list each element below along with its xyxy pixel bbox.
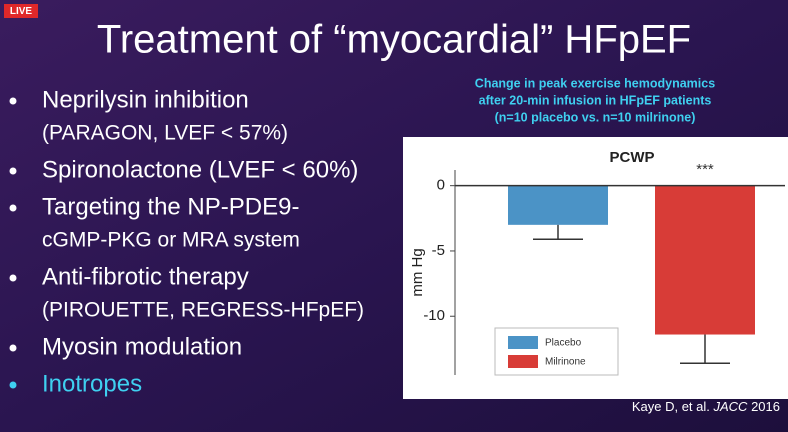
slide-title: Treatment of “myocardial” HFpEF [97,18,691,62]
y-tick-label: -10 [423,307,445,324]
bullet-text: (PARAGON, LVEF < 57%) [42,122,288,145]
bullet-text: Anti-fibrotic therapy [42,263,249,290]
legend-label: Milrinone [545,357,586,368]
chart-header: Change in peak exercise hemodynamics [475,76,715,90]
legend-swatch [508,336,538,349]
chart-header: (n=10 placebo vs. n=10 milrinone) [495,110,696,124]
citation-part: Kaye D, et al. [632,399,714,414]
legend-label: Placebo [545,338,582,349]
chart-title: PCWP [610,149,655,166]
bullet-dot [9,167,17,175]
citation: Kaye D, et al. JACC 2016 [632,399,780,414]
citation-part: JACC [713,399,749,414]
bullet-dot [9,381,17,389]
y-tick-label: -5 [432,242,445,259]
annotation: *** [696,161,714,178]
live-text: LIVE [10,6,33,17]
bullet-text: Myosin modulation [42,333,242,360]
bullet-text: Targeting the NP-PDE9- [42,193,299,220]
chart-header: after 20-min infusion in HFpEF patients [479,93,712,107]
bullet-text: (PIROUETTE, REGRESS-HFpEF) [42,299,364,322]
bullet-text: Neprilysin inhibition [42,86,249,113]
bullet-text: cGMP-PKG or MRA system [42,229,300,252]
citation-part: 2016 [747,399,780,414]
bullet-dot [9,97,17,105]
error-bar [533,224,583,240]
y-axis-label: mm Hg [409,248,426,296]
legend-swatch [508,355,538,368]
error-bar [680,334,730,364]
bullet-dot [9,274,17,282]
bar [655,185,755,335]
bullet-text: Inotropes [42,370,142,397]
bullet-dot [9,344,17,352]
live-badge [4,4,38,18]
bullet-dot [9,204,17,212]
y-tick-label: 0 [437,177,445,194]
bullet-text: Spironolactone (LVEF < 60%) [42,156,358,183]
bar [508,185,608,225]
